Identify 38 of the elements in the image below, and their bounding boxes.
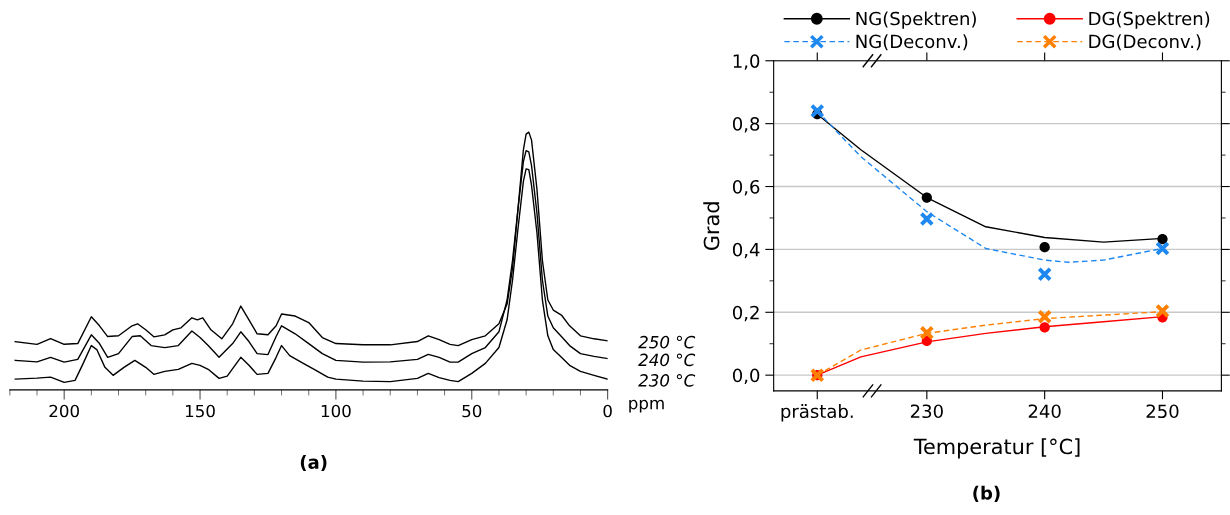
series-label: 230 °C [638, 374, 696, 387]
point [1039, 322, 1050, 333]
text: (a) [300, 454, 327, 472]
point [1039, 242, 1050, 253]
legend-label: NG(Deconv.) [856, 34, 968, 51]
legend-label: NG(Spektren) [856, 11, 976, 29]
y-tick-label: 0,8 [732, 117, 760, 133]
x-tick-label: prästab. [781, 404, 853, 422]
legend-label: DG(Deconv.) [1089, 34, 1201, 51]
text: (b) [973, 485, 1000, 502]
point [809, 103, 825, 119]
y-tick-label: 0,0 [732, 368, 760, 385]
legend-label: DG(Spektren) [1089, 11, 1210, 29]
point [921, 192, 932, 203]
point [1155, 303, 1170, 319]
point [919, 211, 935, 227]
point [1155, 241, 1170, 256]
x-tick-label: 200 [49, 404, 79, 418]
x-tick-label: 150 [185, 404, 215, 418]
x-axis-title: ppm [629, 399, 664, 413]
y-tick-label: 0,2 [732, 305, 759, 322]
y-tick-label: 0,6 [732, 179, 760, 196]
point [1037, 266, 1052, 282]
x-tick-label: 0 [603, 404, 612, 418]
y-tick-label: 0,4 [732, 242, 760, 259]
point [919, 325, 935, 341]
series-label: 250 °C [638, 335, 696, 349]
y-axis-title: Grad [703, 202, 720, 251]
y-tick-label: 1,0 [733, 54, 760, 70]
x-tick-label: 50 [462, 404, 482, 418]
point [1157, 233, 1168, 245]
x-axis-title: Temperatur [°C] [913, 438, 1080, 459]
point [1037, 309, 1052, 325]
x-tick-label: 100 [321, 404, 351, 418]
x-tick-label: 240 [1028, 404, 1061, 419]
x-tick-label: 250 [1146, 404, 1179, 419]
series-label: 240 °C [638, 353, 696, 367]
x-tick-label: 230 [910, 404, 943, 419]
